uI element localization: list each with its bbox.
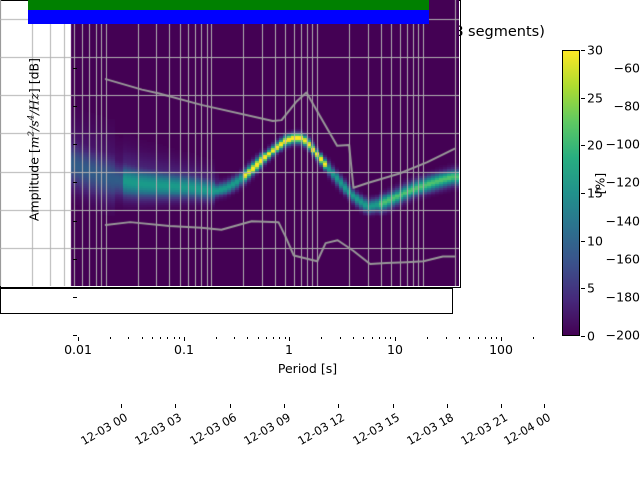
x-axis-minor-tick	[179, 337, 180, 339]
y-axis-tick-mark	[73, 221, 77, 222]
x-axis-minor-tick	[110, 337, 111, 339]
y-axis-tick-label: −100	[605, 136, 640, 152]
x-axis-minor-tick	[167, 337, 168, 339]
timeline-tick-mark	[501, 404, 502, 408]
y-axis-tick-label: −140	[605, 213, 640, 229]
x-axis-minor-tick	[427, 337, 428, 339]
timeline-tick-mark	[447, 404, 448, 408]
x-axis-minor-tick	[459, 337, 460, 339]
timeline-tick-label: 12-03 15	[350, 410, 402, 448]
timeline-tick-mark	[338, 404, 339, 408]
x-axis-minor-tick	[258, 337, 259, 339]
x-axis-minor-tick	[128, 337, 129, 339]
x-axis-minor-tick	[372, 337, 373, 339]
colorbar-tick-mark	[581, 98, 585, 99]
y-axis-tick-label: −200	[605, 327, 640, 343]
x-axis-tick-label: 100	[489, 342, 513, 357]
colorbar-tick-mark	[581, 145, 585, 146]
x-axis-major-tick	[184, 337, 185, 341]
x-axis-minor-tick	[478, 337, 479, 339]
colorbar-tick-label: 10	[587, 233, 603, 249]
x-axis-minor-tick	[353, 337, 354, 339]
x-axis-minor-tick	[273, 337, 274, 339]
x-axis-major-tick	[289, 337, 290, 341]
timeline-tick-label: 12-03 09	[241, 410, 293, 448]
timeline-tick-label: 12-03 18	[404, 410, 456, 448]
colorbar-tick-mark	[581, 288, 585, 289]
y-axis-tick-mark	[73, 106, 77, 107]
colorbar-tick-label: 20	[587, 137, 603, 153]
timeline-tick-label: 12-03 12	[295, 410, 347, 448]
x-axis-minor-tick	[363, 337, 364, 339]
x-axis-minor-tick	[174, 337, 175, 339]
x-axis-minor-tick	[279, 337, 280, 339]
timeline-tick-mark	[230, 404, 231, 408]
x-axis-major-tick	[395, 337, 396, 341]
x-axis-minor-tick	[247, 337, 248, 339]
timeline-tick-label: 12-03 03	[132, 410, 184, 448]
y-axis-tick-label: −60	[613, 60, 640, 76]
timeline-tick-mark	[544, 404, 545, 408]
timeline-tick-mark	[393, 404, 394, 408]
x-axis-major-tick	[501, 337, 502, 341]
timeline-tick-mark	[121, 404, 122, 408]
x-axis-minor-tick	[491, 337, 492, 339]
x-axis-minor-tick	[469, 337, 470, 339]
timeline-tick-mark	[175, 404, 176, 408]
data-coverage-timeline[interactable]	[0, 0, 453, 314]
x-axis-minor-tick	[385, 337, 386, 339]
colorbar-tick-label: 15	[587, 185, 603, 201]
x-axis-tick-label: 0.1	[174, 342, 194, 357]
y-axis-tick-label: −180	[605, 289, 640, 305]
x-axis-minor-tick	[142, 337, 143, 339]
y-axis-tick-mark	[73, 297, 77, 298]
x-axis-minor-tick	[340, 337, 341, 339]
y-axis-tick-label: −160	[605, 251, 640, 267]
colorbar-tick-mark	[581, 336, 585, 337]
x-axis-minor-tick	[152, 337, 153, 339]
y-axis-tick-mark	[73, 182, 77, 183]
y-axis-tick-mark	[73, 259, 77, 260]
x-axis-minor-tick	[234, 337, 235, 339]
colorbar-tick-label: 0	[587, 328, 595, 344]
y-axis-label: Amplitude [m2/s4/Hz] [dB]	[26, 58, 42, 222]
colorbar-tick-label: 25	[587, 90, 603, 106]
x-axis-minor-tick	[266, 337, 267, 339]
colorbar-tick-mark	[581, 193, 585, 194]
timeline-tick-mark	[284, 404, 285, 408]
colorbar[interactable]	[562, 50, 580, 336]
colorbar-tick-mark	[581, 241, 585, 242]
x-axis-major-tick	[78, 337, 79, 341]
y-axis-tick-mark	[73, 335, 77, 336]
x-axis-minor-tick	[216, 337, 217, 339]
y-axis-tick-label: −120	[605, 174, 640, 190]
colorbar-tick-label: 30	[587, 42, 603, 58]
y-axis-tick-label: −80	[613, 98, 640, 114]
x-axis-label: Period [s]	[277, 361, 338, 376]
x-axis-tick-label: 0.01	[64, 342, 92, 357]
x-axis-minor-tick	[285, 337, 286, 339]
timeline-tick-label: 12-03 06	[187, 410, 239, 448]
x-axis-tick-label: 1	[285, 342, 293, 357]
x-axis-minor-tick	[160, 337, 161, 339]
x-axis-tick-label: 10	[387, 342, 403, 357]
ppsd-plot-axes[interactable]	[0, 0, 461, 288]
x-axis-minor-tick	[321, 337, 322, 339]
colorbar-tick-label: 5	[587, 280, 595, 296]
x-axis-minor-tick	[390, 337, 391, 339]
x-axis-minor-tick	[485, 337, 486, 339]
x-axis-minor-tick	[379, 337, 380, 339]
peterson-noise-model-curves	[0, 0, 459, 286]
y-axis-tick-mark	[73, 144, 77, 145]
y-axis-tick-mark	[73, 68, 77, 69]
x-axis-minor-tick	[446, 337, 447, 339]
colorbar-tick-mark	[581, 50, 585, 51]
timeline-tick-label: 12-03 00	[78, 410, 130, 448]
x-axis-minor-tick	[533, 337, 534, 339]
x-axis-minor-tick	[496, 337, 497, 339]
colorbar-label: [%]	[592, 172, 608, 195]
